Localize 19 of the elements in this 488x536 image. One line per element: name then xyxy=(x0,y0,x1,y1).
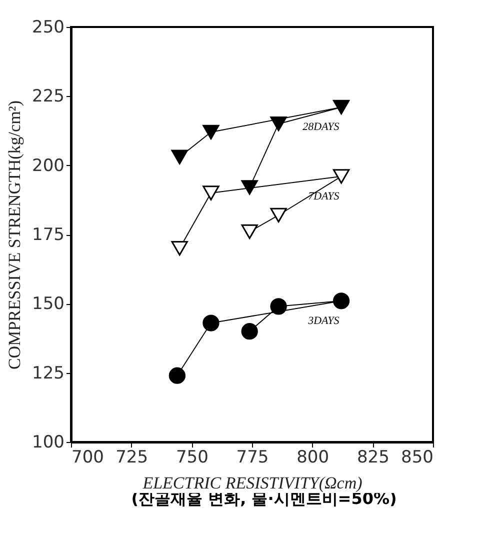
x-tick-label: 775 xyxy=(236,448,269,468)
y-tick-label: 175 xyxy=(32,225,64,245)
x-tick-label: 850 xyxy=(401,448,434,468)
x-tick-label: 800 xyxy=(296,448,330,468)
x-tick-label: 825 xyxy=(356,448,390,468)
y-axis-title: COMPRESSIVE STRENGTH(kg/cm²) xyxy=(5,100,24,370)
x-tick-label: 725 xyxy=(116,448,148,468)
series-label: 3DAYS xyxy=(307,314,340,327)
y-tick-label: 125 xyxy=(32,363,64,384)
x-axis-title: ELECTRIC RESISTIVITY(Ωcm) xyxy=(142,474,363,492)
y-tick-label: 100 xyxy=(32,432,64,452)
series-label: 28DAYS xyxy=(302,121,340,134)
x-tick-label: 700 xyxy=(72,448,104,468)
y-tick-label: 225 xyxy=(32,86,64,107)
x-tick-label: 750 xyxy=(176,448,208,468)
y-tick-label: 250 xyxy=(32,18,64,38)
y-tick-label: 200 xyxy=(32,156,64,176)
y-tick-label: 150 xyxy=(32,294,64,314)
series-label: 7DAYS xyxy=(308,190,340,202)
